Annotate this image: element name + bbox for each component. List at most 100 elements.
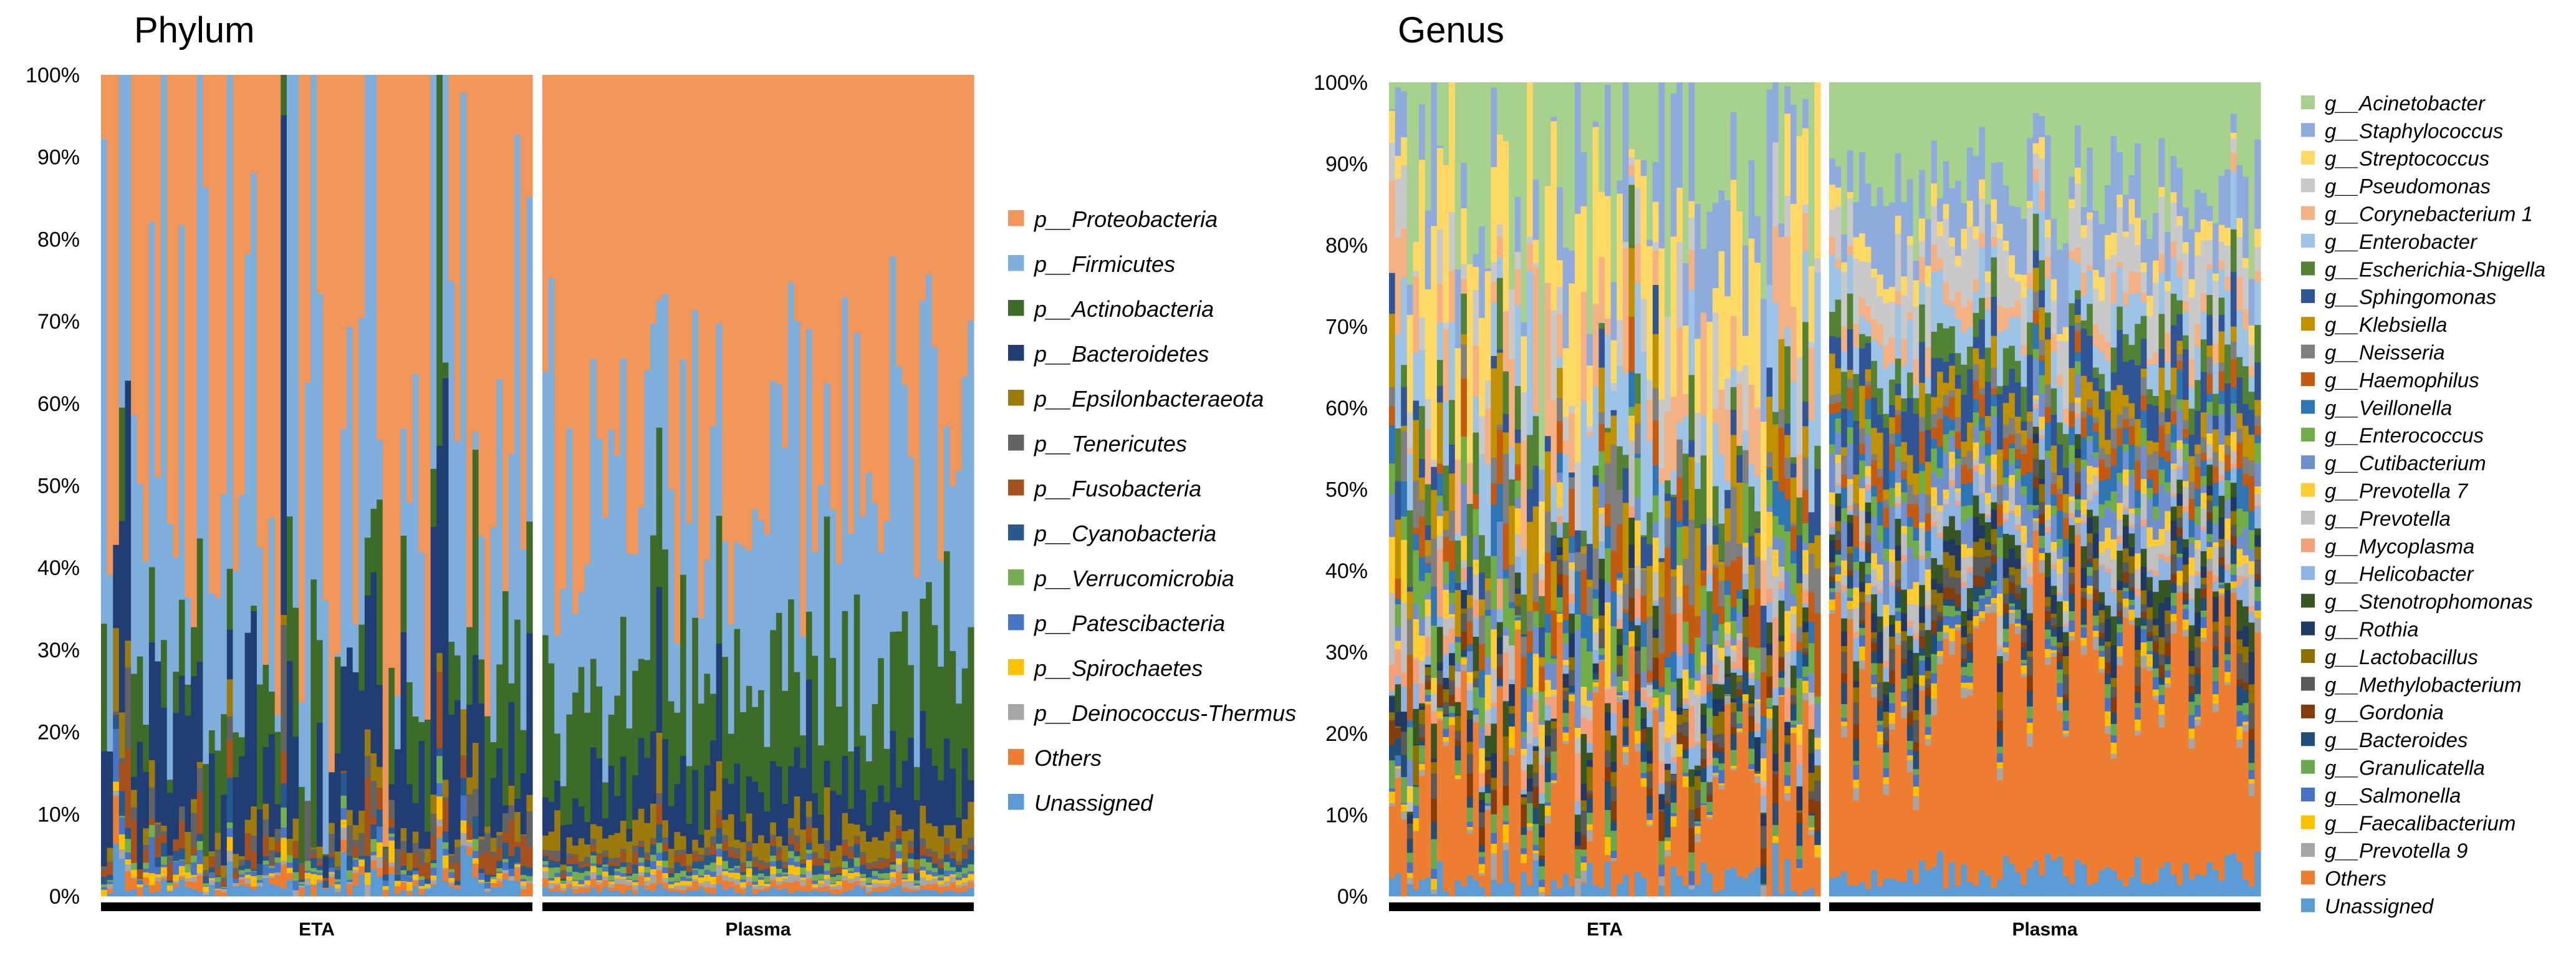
bar-segment-enterococcus bbox=[1808, 643, 1815, 674]
bar-segment-staphylococcus bbox=[1605, 84, 1612, 196]
bar-segment-granulicatella bbox=[1454, 760, 1461, 776]
bar-segment-tenericutes bbox=[478, 839, 485, 855]
bar-segment-unassigned bbox=[125, 891, 132, 897]
bar-segment-bacteroidetes bbox=[107, 751, 113, 848]
bar-segment-others bbox=[650, 882, 657, 891]
bar-segment-bacteroides bbox=[1967, 650, 1974, 663]
bar-segment-escherichia bbox=[1829, 311, 1836, 337]
bar-segment-acinetobacter bbox=[1913, 82, 1920, 261]
bar-segment-sphingomonas bbox=[1665, 493, 1671, 501]
bar-segment-gordonia bbox=[1605, 766, 1612, 781]
bar-segment-lactobacillus bbox=[1778, 640, 1785, 657]
bar-segment-lactobacillus bbox=[1587, 766, 1593, 791]
bar-segment-deinococcus bbox=[329, 873, 335, 877]
bar-segment-klebsiella bbox=[1466, 594, 1474, 609]
bar-segment-mycoplasma bbox=[1449, 628, 1456, 643]
bar-segment-staphylococcus bbox=[1997, 162, 2004, 224]
bar-segment-actinobacteria bbox=[143, 724, 150, 772]
bar-segment-rothia bbox=[1713, 698, 1719, 716]
bar-segment-methylobacterium bbox=[1841, 651, 1848, 674]
bar-segment-tenericutes bbox=[113, 711, 120, 714]
bar-segment-prevotella9 bbox=[1454, 778, 1461, 780]
bar-segment-proteobacteria bbox=[460, 75, 467, 93]
bar-segment-deinococcus bbox=[226, 850, 234, 862]
bar-segment-bacteroidetes bbox=[554, 780, 561, 811]
bar-segment-stenotrophomonas bbox=[1906, 635, 1914, 650]
bar-segment-bacteroidetes bbox=[949, 768, 956, 826]
bar-segment-acinetobacter bbox=[1742, 82, 1749, 246]
bar-segment-others bbox=[1901, 718, 1908, 882]
bar-segment-bacteroidetes bbox=[442, 378, 449, 780]
bar-segment-granulicatella bbox=[1949, 606, 1956, 617]
bar-segment-rothia bbox=[1919, 606, 1926, 623]
bar-segment-enterococcus bbox=[1401, 516, 1408, 540]
bar-segment-pseudomonas bbox=[1742, 365, 1749, 431]
bar-segment-actinobacteria bbox=[926, 581, 933, 749]
bar-segment-staphylococcus bbox=[1895, 153, 1901, 216]
bar-segment-prevotella7 bbox=[1925, 569, 1931, 591]
bar-segment-others bbox=[148, 885, 156, 893]
bar-segment-lactobacillus bbox=[1871, 632, 1878, 639]
bar-segment-others bbox=[548, 888, 555, 892]
bar-segment-rothia bbox=[1574, 831, 1582, 846]
bar-segment-gordonia bbox=[1865, 542, 1872, 552]
bar-segment-unassigned bbox=[400, 890, 407, 897]
bar-segment-spirochaetes bbox=[178, 866, 186, 876]
bar-segment-verrucomicrobia bbox=[173, 861, 180, 862]
bar-segment-salmonella bbox=[1443, 728, 1449, 737]
bar-segment-actinobacteria bbox=[722, 656, 729, 779]
bar-segment-prevotella bbox=[1808, 692, 1815, 705]
bar-segment-pseudomonas bbox=[1796, 357, 1803, 455]
bar-segment-methylobacterium bbox=[1925, 678, 1931, 688]
bar-segment-rothia bbox=[1967, 609, 1974, 621]
bar-segment-sphingomonas bbox=[1646, 544, 1653, 566]
bar-segment-enterobacter bbox=[1802, 251, 1809, 322]
bar-segment-prevotella bbox=[1730, 649, 1737, 662]
bar-segment-others bbox=[281, 864, 287, 889]
bar-segment-lactobacillus bbox=[1562, 687, 1569, 691]
bar-segment-sphingomonas bbox=[1527, 489, 1534, 522]
bar-segment-cutibacterium bbox=[1984, 464, 1992, 493]
bar-segment-granulicatella bbox=[1491, 814, 1497, 833]
y-tick-label: 10% bbox=[37, 803, 80, 826]
bar-segment-tenericutes bbox=[638, 840, 645, 844]
bar-segment-spirochaetes bbox=[866, 884, 873, 887]
bar-segment-klebsiella bbox=[1502, 432, 1509, 454]
bar-segment-firmicutes bbox=[590, 359, 597, 659]
bar-segment-tenericutes bbox=[842, 839, 848, 843]
sample-column bbox=[1574, 82, 1582, 897]
bar-segment-bacteroides bbox=[1413, 785, 1420, 787]
bar-segment-others bbox=[1401, 819, 1408, 897]
bar-segment-escherichia bbox=[1502, 371, 1509, 414]
bar-segment-epsilonbacteraeota bbox=[400, 828, 407, 841]
bar-segment-staphylococcus bbox=[1473, 254, 1479, 267]
sample-column bbox=[1706, 82, 1713, 897]
bar-segment-deinococcus bbox=[448, 881, 455, 884]
bar-segment-verrucomicrobia bbox=[554, 867, 561, 873]
bar-segment-corynebacterium bbox=[1527, 243, 1534, 271]
bar-segment-prevotella bbox=[1889, 561, 1896, 583]
bar-segment-mycoplasma bbox=[1395, 649, 1401, 676]
sample-column bbox=[394, 75, 401, 897]
bar-segment-lactobacillus bbox=[1895, 560, 1901, 580]
bar-segment-enterobacter bbox=[1443, 400, 1449, 466]
bar-segment-unassigned bbox=[926, 889, 933, 897]
bar-segment-stenotrophomonas bbox=[1802, 607, 1809, 622]
bar-segment-deinococcus bbox=[508, 876, 515, 881]
bar-segment-klebsiella bbox=[2009, 392, 2016, 418]
bar-segment-klebsiella bbox=[1527, 521, 1534, 611]
bar-segment-tenericutes bbox=[203, 869, 209, 876]
bar-segment-verrucomicrobia bbox=[269, 865, 276, 868]
bar-segment-klebsiella bbox=[1598, 367, 1605, 413]
bar-segment-pseudomonas bbox=[1665, 316, 1671, 412]
bar-segment-enterococcus bbox=[1425, 572, 1431, 594]
sample-column bbox=[1766, 82, 1773, 897]
bar-segment-unassigned bbox=[782, 888, 789, 897]
bar-segment-unassigned bbox=[436, 838, 443, 897]
bar-segment-actinobacteria bbox=[716, 515, 723, 644]
bar-segment-cutibacterium bbox=[1853, 570, 1860, 588]
bar-segment-haemophilus bbox=[1895, 414, 1901, 434]
bar-segment-streptococcus bbox=[1461, 208, 1468, 264]
bar-segment-mycoplasma bbox=[2009, 510, 2016, 513]
bar-segment-unassigned bbox=[758, 891, 765, 897]
